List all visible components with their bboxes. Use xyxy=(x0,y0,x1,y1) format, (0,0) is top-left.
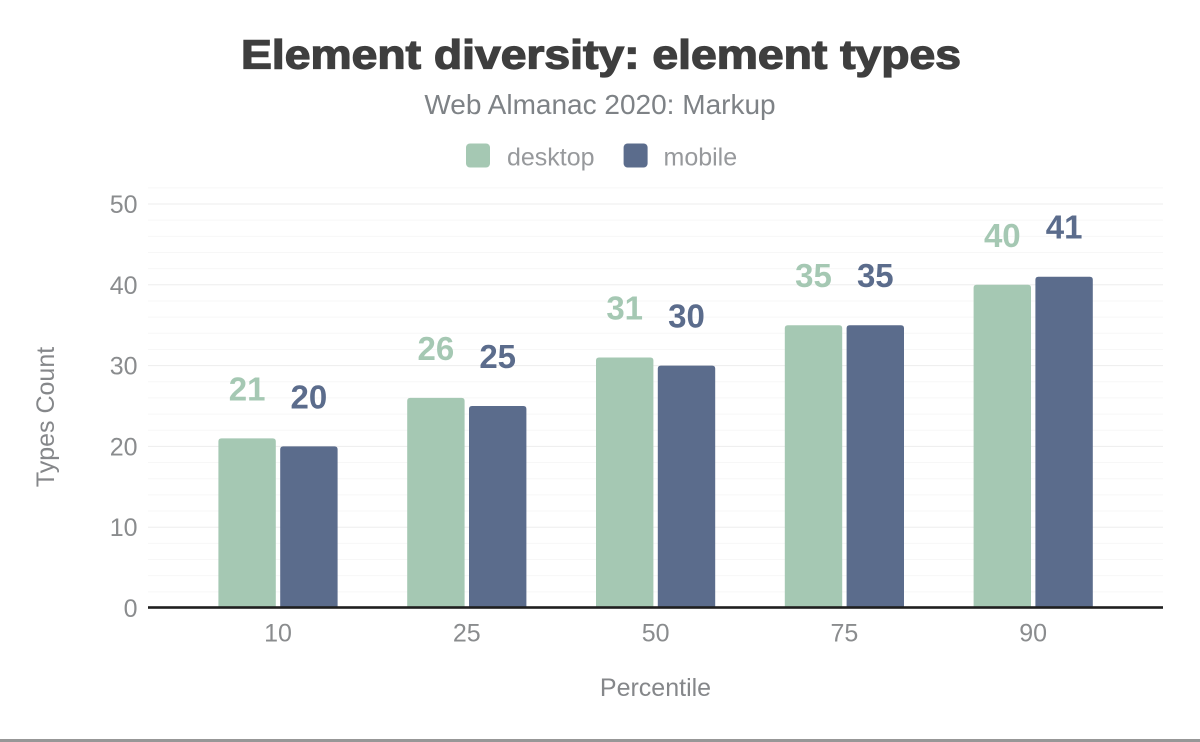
svg-text:26: 26 xyxy=(418,330,455,367)
svg-text:40: 40 xyxy=(110,272,138,300)
svg-text:31: 31 xyxy=(606,290,643,327)
svg-text:25: 25 xyxy=(479,338,516,375)
svg-text:Web Almanac 2020: Markup: Web Almanac 2020: Markup xyxy=(424,89,775,120)
svg-text:41: 41 xyxy=(1046,209,1083,246)
svg-text:20: 20 xyxy=(291,378,328,415)
svg-text:30: 30 xyxy=(110,353,138,381)
svg-text:desktop: desktop xyxy=(507,144,595,172)
svg-text:0: 0 xyxy=(124,595,138,623)
svg-text:Types Count: Types Count xyxy=(32,347,60,487)
svg-text:35: 35 xyxy=(795,257,832,294)
svg-text:25: 25 xyxy=(453,620,481,648)
svg-text:90: 90 xyxy=(1019,620,1047,648)
svg-text:50: 50 xyxy=(642,620,670,648)
svg-text:Percentile: Percentile xyxy=(600,674,711,702)
svg-text:30: 30 xyxy=(668,298,705,335)
svg-text:40: 40 xyxy=(984,217,1021,254)
svg-text:10: 10 xyxy=(264,620,292,648)
svg-text:35: 35 xyxy=(857,257,894,294)
svg-text:Element diversity: element typ: Element diversity: element types xyxy=(241,32,961,78)
svg-text:50: 50 xyxy=(110,191,138,219)
svg-text:20: 20 xyxy=(110,433,138,461)
svg-text:21: 21 xyxy=(229,370,266,407)
svg-text:mobile: mobile xyxy=(664,144,738,172)
svg-text:75: 75 xyxy=(830,620,858,648)
svg-text:10: 10 xyxy=(110,514,138,542)
